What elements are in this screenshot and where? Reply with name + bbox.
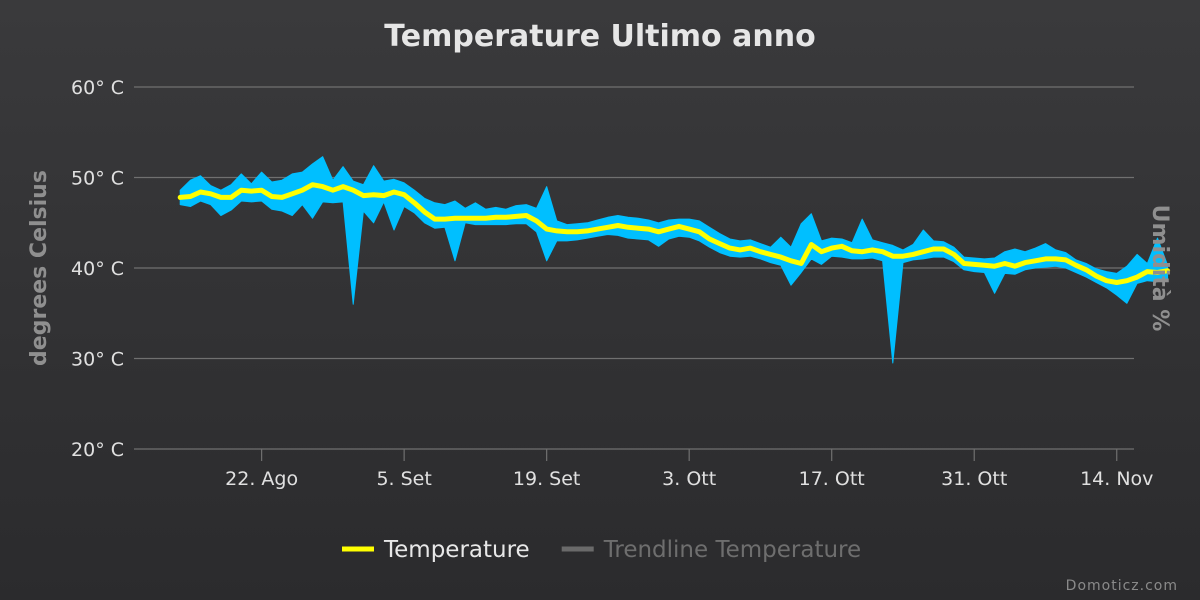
x-tick-label: 5. Set (376, 468, 431, 490)
legend-item-1[interactable]: Trendline Temperature (561, 537, 861, 563)
legend-item-0[interactable]: Temperature (342, 537, 530, 563)
y-tick-label: 30° C (71, 349, 124, 371)
y-axis-ticks: 20° C 30° C 40° C 50° C 60° C (71, 77, 124, 461)
y-axis-title-left: degrees Celsius (27, 170, 52, 366)
x-tick-label: 14. Nov (1080, 468, 1153, 490)
legend: Temperature Trendline Temperature (342, 537, 861, 563)
y-tick-label: 50° C (71, 168, 124, 190)
plot-area (177, 156, 1171, 364)
y-axis-title-right: Umidità % (1147, 205, 1172, 332)
x-tick-label: 3. Ott (662, 468, 716, 490)
credit-link[interactable]: Domoticz.com (1066, 578, 1178, 594)
temperature-line (177, 182, 1171, 285)
y-tick-label: 40° C (71, 258, 124, 280)
legend-label: Trendline Temperature (603, 537, 861, 563)
y-tick-label: 20° C (71, 439, 124, 461)
x-tick-label: 17. Ott (799, 468, 865, 490)
legend-label: Temperature (383, 537, 530, 563)
x-tick-label: 19. Set (513, 468, 580, 490)
x-tick-label: 22. Ago (225, 468, 298, 490)
x-tick-label: 31. Ott (941, 468, 1007, 490)
chart-title: Temperature Ultimo anno (384, 19, 815, 54)
x-axis-ticks: 22. Ago 5. Set 19. Set 3. Ott 17. Ott 31. Ott… (225, 449, 1153, 490)
temperature-range-area (179, 156, 1169, 364)
y-tick-label: 60° C (71, 77, 124, 99)
